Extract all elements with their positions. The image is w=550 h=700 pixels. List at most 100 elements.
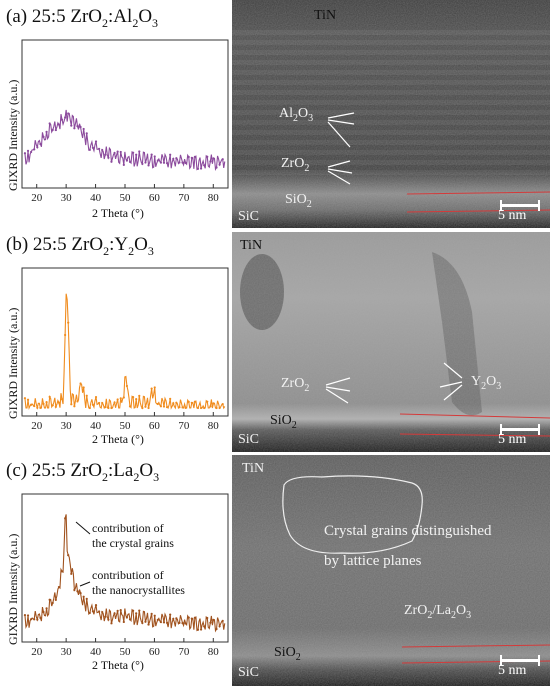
chart-c-point: [73, 588, 76, 592]
tem-a-scalebar: [500, 200, 540, 211]
chart-c-point: [203, 625, 206, 628]
chart-b-point: [54, 405, 57, 408]
chart-a-point: [159, 161, 163, 164]
chart-c-xtick-label: 60: [149, 646, 161, 658]
chart-a-point: [60, 118, 64, 121]
chart-a-point: [184, 161, 187, 165]
chart-c-series-line: [24, 514, 226, 633]
chart-c-point: [128, 618, 132, 621]
tem-image-c: TiN Crystal grains distinguished by latt…: [232, 455, 550, 686]
chart-c-point: [181, 621, 184, 625]
chart-a-xtick-label: 60: [149, 192, 161, 204]
chart-c-point: [107, 618, 110, 621]
tem-a-sic-label: SiC: [238, 209, 260, 224]
chart-a-point: [98, 147, 101, 150]
chart-c-point: [184, 622, 187, 625]
chart-c-point: [110, 622, 113, 625]
chart-a-svg: 20 30 40 50 60 70 80: [21, 39, 229, 204]
chart-c-point: [88, 611, 91, 615]
chart-a-xtick-label: 80: [208, 192, 220, 204]
chart-c-point: [60, 570, 64, 573]
chart-a-point: [42, 135, 45, 138]
chart-b-xtick-label: 80: [208, 420, 220, 432]
tem-c-scale-label: 5 nm: [498, 663, 527, 678]
chart-c-point: [218, 625, 221, 628]
chart-b-point: [67, 321, 70, 324]
chart-a-xtick-label: 70: [178, 192, 190, 204]
chart-b-point: [206, 400, 209, 403]
chart-a-point: [221, 158, 224, 161]
chart-c-point: [172, 617, 175, 620]
chart-c-point: [94, 604, 98, 607]
chart-b-point: [64, 333, 67, 337]
chart-c-point: [116, 609, 119, 612]
annotation-nanocrystallites-2: the nanocrystallites: [92, 583, 185, 597]
chart-a-xtick-label: 50: [120, 192, 132, 204]
chart-b-point: [88, 406, 91, 410]
chart-c-point: [199, 628, 203, 631]
tem-c-grain-label-2: by lattice planes: [324, 553, 422, 569]
chart-b-point: [45, 401, 48, 404]
chart-a-point: [193, 155, 196, 158]
chart-c-point: [153, 614, 156, 617]
chart-b-point: [125, 384, 129, 388]
chart-b-point: [119, 397, 122, 400]
tem-a-sio2-label: SiO2: [285, 192, 312, 210]
tem-b-y2o3-label: Y2O3: [471, 374, 502, 392]
chart-b-point: [153, 386, 156, 389]
chart-b-point: [181, 406, 184, 409]
chart-a-point: [203, 164, 206, 167]
tem-b-sio2-label: SiO2: [270, 413, 297, 431]
chart-b-point: [79, 382, 82, 385]
chart-a-point: [165, 161, 169, 165]
chart-c-point: [26, 614, 30, 617]
chart-b-xtick-label: 60: [149, 420, 161, 432]
chart-c-point: [165, 621, 169, 624]
chart-a-point: [215, 166, 218, 169]
chart-c-point: [215, 627, 218, 631]
chart-a-point: [212, 157, 215, 160]
chart-a-point: [122, 163, 125, 167]
chart-a-point: [79, 125, 82, 129]
chart-c-point: [159, 620, 163, 624]
chart-a-xtick-label: 30: [61, 192, 73, 204]
chart-b-point: [48, 395, 51, 398]
chart-b-frame: [21, 267, 229, 417]
chart-b-point: [128, 405, 132, 408]
chart-b-point: [178, 406, 181, 409]
chart-a-point: [144, 161, 147, 164]
chart-c-point: [221, 619, 224, 623]
chart-c-point: [42, 610, 45, 614]
chart-c-point: [147, 623, 150, 626]
chart-c-xtick-label: 50: [120, 646, 132, 658]
tem-c-tin-label: TiN: [242, 461, 265, 476]
chart-a-point: [94, 140, 98, 143]
tem-c-oxide-label: ZrO2/La2O3: [404, 603, 472, 621]
chart-a-point: [39, 142, 42, 146]
chart-b-point: [113, 401, 116, 404]
chart-a-point: [172, 157, 175, 160]
chart-c-point: [193, 616, 196, 619]
chart-b-point: [57, 401, 61, 404]
chart-c-point: [85, 597, 88, 600]
tem-a-tin-label: TiN: [314, 8, 337, 23]
chart-c-xtick-label: 40: [90, 646, 102, 658]
chart-c-point: [64, 517, 67, 520]
chart-a-point: [156, 159, 159, 162]
tem-c-scalebar: [500, 655, 540, 666]
chart-a-point: [76, 125, 79, 128]
chart-b-point: [26, 398, 30, 401]
chart-c-point: [206, 616, 209, 620]
chart-c-xtick-label: 70: [178, 646, 190, 658]
chart-b-point: [51, 404, 54, 407]
chart-a-point: [199, 167, 203, 170]
chart-b-xtick-label: 40: [90, 420, 102, 432]
chart-b-point: [141, 406, 144, 410]
chart-b-xlabel: 2 Theta (°): [92, 432, 144, 446]
chart-b-point: [215, 406, 218, 410]
tem-c-grain-label-1: Crystal grains distinguished: [324, 523, 492, 539]
tem-a-scale-label: 5 nm: [498, 208, 527, 223]
chart-a-point: [206, 155, 209, 158]
chart-c-point: [104, 615, 107, 618]
tem-b-sic-label: SiC: [238, 432, 260, 447]
